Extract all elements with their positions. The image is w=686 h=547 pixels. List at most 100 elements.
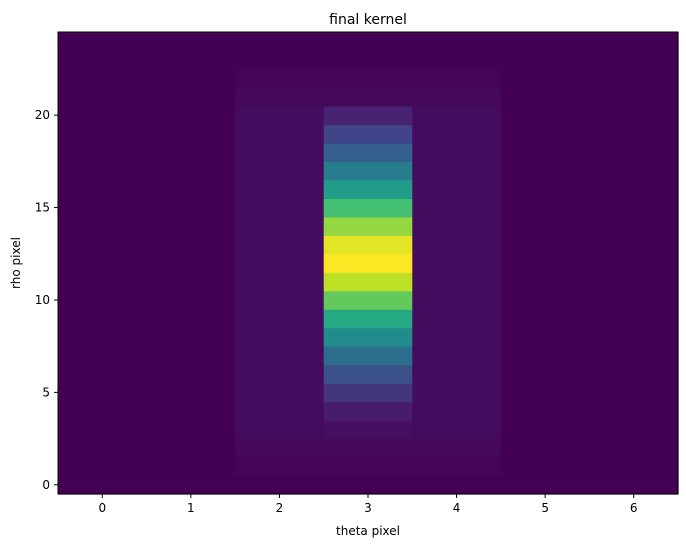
heatmap-cell bbox=[412, 272, 502, 292]
heatmap-cell bbox=[589, 216, 679, 236]
heatmap-cell bbox=[500, 105, 591, 125]
y-axis-label: rho pixel bbox=[9, 237, 23, 289]
heatmap-cell bbox=[146, 68, 236, 89]
heatmap-cell bbox=[323, 105, 413, 125]
heatmap-cell bbox=[146, 161, 236, 181]
heatmap-cell bbox=[58, 346, 148, 366]
heatmap-cell bbox=[235, 216, 325, 236]
heatmap-cell bbox=[500, 124, 591, 144]
heatmap-cell bbox=[235, 327, 325, 347]
heatmap-cell bbox=[146, 309, 236, 329]
heatmap-cell bbox=[500, 253, 591, 273]
heatmap-cell bbox=[500, 198, 591, 218]
heatmap-cell bbox=[58, 32, 148, 52]
heatmap-cell bbox=[589, 290, 679, 310]
heatmap-cell bbox=[500, 161, 591, 181]
heatmap-cell bbox=[58, 290, 148, 310]
heatmap-cell bbox=[235, 272, 325, 292]
heatmap-cell bbox=[235, 124, 325, 144]
heatmap-cell bbox=[589, 32, 679, 52]
heatmap-cell bbox=[589, 179, 679, 199]
heatmap-cell bbox=[412, 235, 502, 255]
heatmap-cell bbox=[589, 309, 679, 329]
heatmap-cell bbox=[323, 401, 413, 421]
heatmap-cell bbox=[589, 142, 679, 162]
heatmap-cell bbox=[323, 309, 413, 329]
heatmap-cell bbox=[323, 161, 413, 181]
heatmap-cell bbox=[323, 198, 413, 218]
heatmap-cell bbox=[412, 290, 502, 310]
heatmap-cell bbox=[412, 142, 502, 162]
heatmap-cell bbox=[500, 420, 591, 440]
heatmap-cell bbox=[589, 198, 679, 218]
heatmap-cell bbox=[500, 68, 591, 89]
heatmap-cell bbox=[58, 309, 148, 329]
heatmap-cell bbox=[58, 87, 148, 107]
heatmap-cell bbox=[589, 327, 679, 347]
heatmap-cell bbox=[500, 216, 591, 236]
heatmap-cell bbox=[323, 475, 413, 495]
heatmap-cell bbox=[412, 327, 502, 347]
heatmap-cell bbox=[58, 383, 148, 403]
heatmap-cell bbox=[58, 68, 148, 89]
heatmap-cell bbox=[500, 438, 591, 458]
heatmap-cell bbox=[146, 142, 236, 162]
heatmap-cell bbox=[589, 383, 679, 403]
heatmap-cell bbox=[235, 475, 325, 495]
heatmap-cell bbox=[235, 198, 325, 218]
heatmap-cell bbox=[589, 457, 679, 477]
heatmap-cell bbox=[589, 346, 679, 366]
heatmap-cell bbox=[58, 438, 148, 458]
heatmap-cell bbox=[235, 420, 325, 440]
heatmap-cell bbox=[323, 327, 413, 347]
heatmap-cell bbox=[146, 179, 236, 199]
heatmap-cell bbox=[500, 50, 591, 70]
heatmap-cell bbox=[500, 346, 591, 366]
heatmap-cell bbox=[146, 401, 236, 421]
heatmap-cell bbox=[589, 438, 679, 458]
x-tick-label: 0 bbox=[98, 501, 106, 515]
heatmap-cell bbox=[58, 327, 148, 347]
heatmap-cell bbox=[500, 475, 591, 495]
heatmap-cell bbox=[146, 105, 236, 125]
heatmap-cell bbox=[323, 32, 413, 52]
heatmap-cell bbox=[146, 346, 236, 366]
heatmap-cell bbox=[146, 50, 236, 70]
heatmap-cell bbox=[323, 272, 413, 292]
heatmap-cell bbox=[58, 420, 148, 440]
heatmap-cell bbox=[58, 457, 148, 477]
heatmap-cell bbox=[412, 346, 502, 366]
heatmap-cell bbox=[323, 438, 413, 458]
heatmap-cell bbox=[146, 290, 236, 310]
heatmap-cell bbox=[500, 87, 591, 107]
heatmap-cell bbox=[323, 383, 413, 403]
heatmap-cell bbox=[235, 235, 325, 255]
heatmap-cell bbox=[323, 290, 413, 310]
heatmap-cell bbox=[235, 401, 325, 421]
heatmap-cell bbox=[58, 124, 148, 144]
heatmap-cell bbox=[412, 105, 502, 125]
heatmap-cell bbox=[589, 105, 679, 125]
heatmap-cell bbox=[58, 235, 148, 255]
heatmap-cell bbox=[146, 198, 236, 218]
heatmap-cell bbox=[589, 420, 679, 440]
heatmap-cell bbox=[235, 438, 325, 458]
heatmap-cell bbox=[589, 272, 679, 292]
axes: 0 1 2 3 4 5 6 0 5 10 15 20 bbox=[35, 31, 679, 515]
heatmap-cell bbox=[412, 161, 502, 181]
heatmap-cell bbox=[235, 105, 325, 125]
x-tick-label: 3 bbox=[364, 501, 372, 515]
heatmap-cell bbox=[412, 50, 502, 70]
heatmap-cell bbox=[589, 161, 679, 181]
heatmap-cell bbox=[412, 179, 502, 199]
heatmap-cell bbox=[412, 457, 502, 477]
heatmap-cell bbox=[589, 87, 679, 107]
heatmap-cell bbox=[323, 142, 413, 162]
heatmap-cell bbox=[589, 124, 679, 144]
heatmap-cell bbox=[58, 401, 148, 421]
heatmap-cell bbox=[500, 364, 591, 384]
heatmap-cell bbox=[146, 253, 236, 273]
heatmap-cell bbox=[235, 32, 325, 52]
heatmap-cell bbox=[58, 272, 148, 292]
